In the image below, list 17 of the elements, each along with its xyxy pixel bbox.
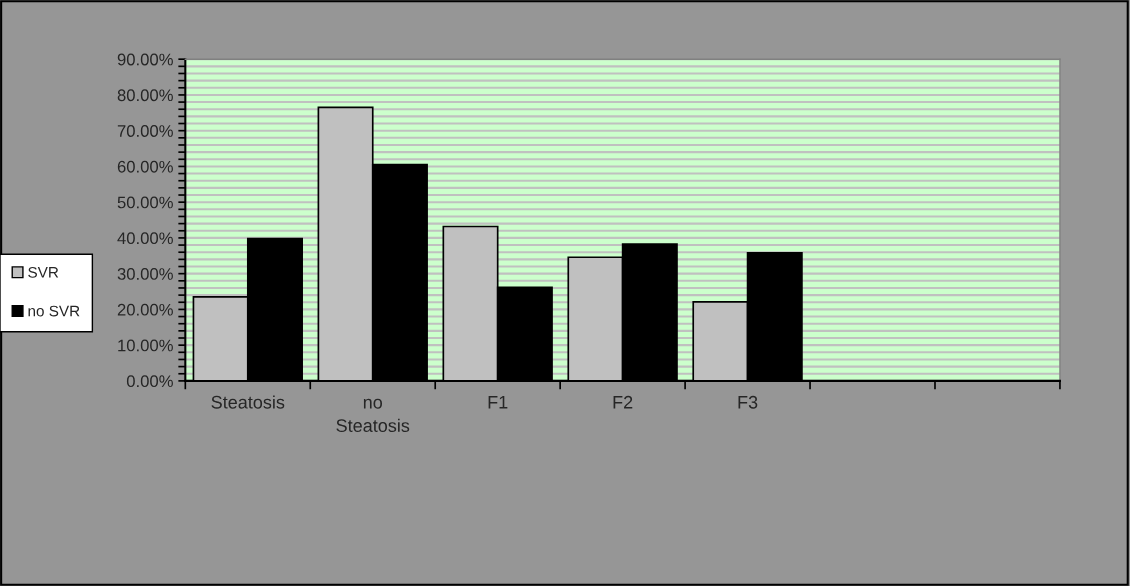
- y-tick-label: 50.00%: [117, 196, 173, 209]
- x-tick-label: no Steatosis: [336, 398, 410, 433]
- y-tick-label: 20.00%: [117, 303, 173, 316]
- legend-label: SVR: [28, 266, 59, 278]
- y-tick-label: 80.00%: [117, 89, 173, 102]
- x-tick-label: F2: [613, 395, 633, 409]
- y-tick-label: 10.00%: [118, 339, 173, 352]
- x-tick-label: F3: [738, 395, 758, 409]
- legend-label: no SVR: [28, 305, 80, 317]
- x-tick-label: F1: [488, 396, 508, 409]
- x-tick-label: Steatosis: [211, 395, 285, 409]
- y-tick-label: 70.00%: [117, 125, 173, 137]
- y-tick-label: 90.00%: [117, 53, 173, 66]
- y-tick-label: 40.00%: [117, 232, 173, 245]
- y-tick-label: 0.00%: [126, 375, 173, 388]
- y-tick-label: 30.00%: [117, 268, 173, 280]
- y-tick-label: 60.00%: [117, 160, 173, 173]
